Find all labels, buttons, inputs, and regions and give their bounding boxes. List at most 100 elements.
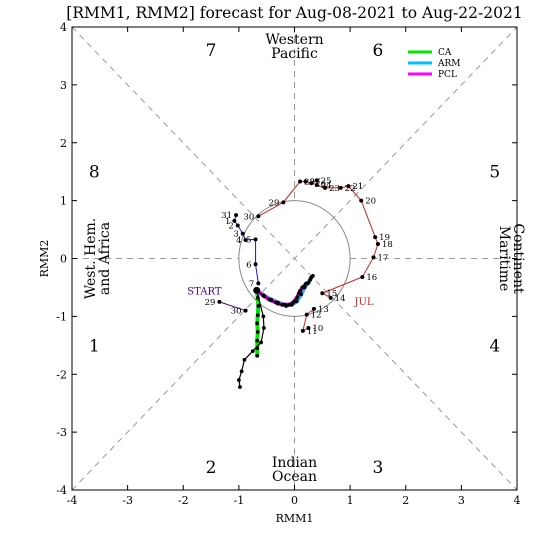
observed-point-1-0 (234, 213, 239, 218)
observed-point-1-3 (240, 231, 245, 236)
x-tick-label: 4 (514, 494, 521, 507)
observed-point-1-7 (256, 281, 261, 286)
forecast-point-member-3-1 (261, 314, 266, 319)
observed-line-3 (302, 308, 315, 332)
observed-point-0-16 (256, 214, 261, 219)
observed-day-label: 14 (335, 294, 346, 304)
forecast-point-member-3-3 (259, 340, 264, 345)
phase-label-6: 6 (373, 41, 384, 61)
y-tick-label: -4 (56, 484, 67, 497)
region-label-right: Maritime (496, 226, 512, 292)
forecast-point-member-4-4 (284, 304, 289, 308)
forecast-point-member-4-2 (269, 298, 274, 303)
series-layer (217, 178, 380, 389)
forecast-point-ca-5 (255, 330, 260, 334)
region-label-left: and Africa (97, 222, 113, 295)
forecast-point-member-3-2 (262, 326, 266, 330)
observed-day-label: 15 (326, 289, 337, 299)
observed-point-1-1 (232, 218, 237, 223)
forecast-point-pcl-7 (295, 295, 300, 300)
observed-point-0-3 (371, 255, 376, 260)
y-tick-label: -1 (56, 310, 67, 323)
observed-point-0-5 (373, 235, 378, 240)
observed-day-label: 13 (318, 305, 329, 315)
forecast-line-arm (254, 275, 314, 307)
unit-circle (238, 200, 351, 317)
y-tick-label: 4 (60, 21, 67, 34)
observed-day-label: 17 (377, 253, 388, 263)
observed-point-0-13 (303, 179, 308, 184)
region-label-left: West. Hem. (83, 218, 99, 299)
x-tick-label: -1 (234, 494, 245, 507)
x-tick-label: -2 (178, 494, 189, 507)
observed-day-label: 31 (221, 211, 232, 221)
marker-jul: JUL (353, 297, 373, 308)
forecast-point-member-3-5 (242, 357, 247, 362)
forecast-point-member-4-9 (308, 278, 312, 282)
phase-label-7: 7 (206, 41, 217, 61)
forecast-point-member-4-7 (300, 285, 305, 290)
grid-layer (71, 26, 518, 491)
forecast-point-member-4-6 (297, 291, 301, 296)
observed-day-label: 28 (304, 178, 315, 188)
observed-day-label: 30 (244, 212, 255, 222)
observed-point-0-6 (359, 198, 364, 203)
region-label-bottom: Indian (272, 455, 317, 471)
observed-point-1-6 (253, 262, 258, 267)
observed-point-0-8 (338, 185, 343, 190)
y-axis-label: RMM2 (38, 240, 51, 278)
forecast-point-member-4-1 (262, 294, 266, 299)
observed-day-label: 24 (321, 181, 332, 191)
chart-title: [RMM1, RMM2] forecast for Aug-08-2021 to… (66, 4, 522, 22)
forecast-point-member-3-7 (236, 378, 241, 382)
observed-point-3-1 (300, 328, 305, 333)
phase-label-8: 8 (89, 163, 100, 183)
x-tick-label: 0 (291, 494, 298, 507)
observed-day-label: 29 (205, 298, 216, 308)
observed-point-0-14 (298, 179, 303, 184)
x-axis-label: RMM1 (276, 512, 314, 525)
observed-point-0-4 (375, 242, 380, 247)
x-tick-label: 2 (402, 494, 409, 507)
observed-line-2 (219, 301, 246, 312)
observed-day-label: 12 (311, 311, 322, 321)
observed-point-0-11 (314, 178, 319, 183)
forecast-point-member-3-8 (238, 385, 242, 389)
text-layer: 1415161718192021222324252627282930311234… (83, 32, 526, 485)
observed-point-0-2 (360, 275, 365, 280)
observed-point-0-9 (323, 185, 328, 190)
region-label-top: Pacific (271, 46, 318, 62)
y-tick-label: 0 (60, 253, 67, 266)
y-tick-label: -3 (56, 426, 67, 439)
diagonal-guide-2 (71, 26, 518, 491)
observed-point-1-4 (243, 237, 248, 242)
phase-label-4: 4 (489, 336, 500, 356)
observed-point-2-1 (243, 308, 248, 313)
forecast-point-member-3-4 (250, 349, 255, 353)
observed-day-label: 10 (312, 324, 323, 334)
x-tick-label: 3 (458, 494, 465, 507)
observed-point-3-0 (306, 325, 311, 330)
observed-day-label: 2 (228, 222, 233, 232)
region-label-top: Western (265, 32, 323, 48)
y-tick-label: 3 (60, 79, 67, 92)
observed-day-label: 4 (236, 236, 241, 246)
forecast-point-ca-8 (255, 353, 260, 358)
phase-label-5: 5 (489, 163, 500, 183)
x-tick-label: 1 (347, 494, 354, 507)
forecast-point-pcl-4 (280, 302, 285, 307)
observed-day-label: 20 (365, 197, 376, 207)
y-tick-label: 2 (60, 137, 67, 150)
observed-day-label: 19 (379, 233, 390, 243)
forecast-point-member-3-6 (239, 369, 244, 374)
region-label-bottom: Ocean (272, 469, 317, 485)
start-point (253, 286, 261, 294)
observed-day-label: 6 (246, 260, 251, 270)
observed-point-0-15 (281, 200, 286, 205)
observed-day-label: 16 (366, 273, 377, 283)
observed-point-3-2 (304, 312, 309, 317)
legend-label-pcl: PCL (438, 70, 457, 80)
observed-day-label: 3 (233, 230, 238, 240)
observed-point-1-2 (235, 223, 240, 228)
